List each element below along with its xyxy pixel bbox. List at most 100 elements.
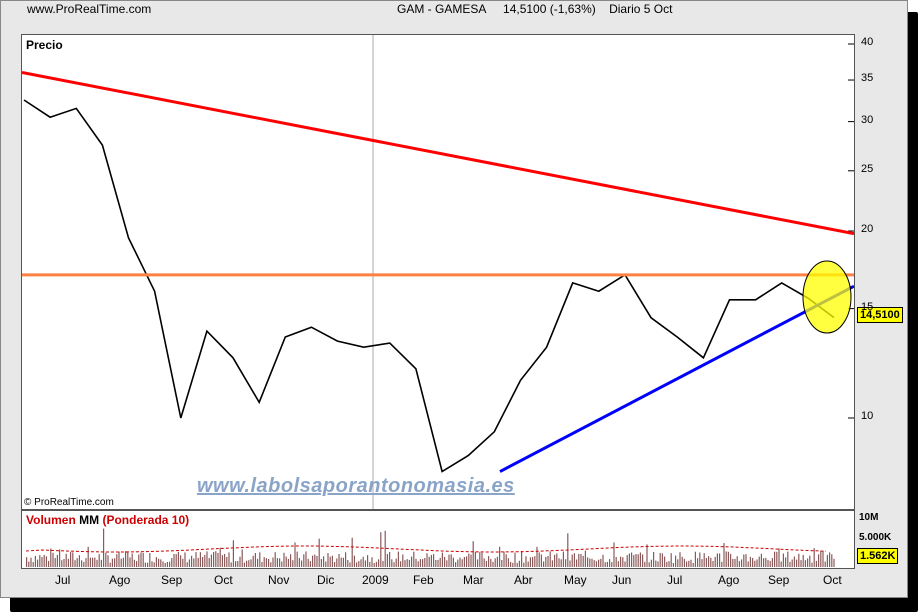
volume-bar bbox=[351, 537, 353, 567]
volume-bar bbox=[730, 553, 732, 567]
volume-bar bbox=[809, 555, 811, 567]
volume-bar bbox=[296, 551, 298, 567]
volume-bar bbox=[400, 561, 402, 567]
volume-bar bbox=[107, 555, 109, 567]
y-tick-label: 35 bbox=[861, 72, 874, 85]
volume-bar bbox=[204, 554, 206, 567]
volume-bar bbox=[340, 557, 342, 567]
volume-bar bbox=[380, 532, 382, 567]
volume-bar bbox=[96, 559, 98, 567]
chart-window: www.ProRealTime.com GAM - GAMESA 14,5100… bbox=[0, 0, 908, 598]
volume-bar bbox=[419, 559, 421, 567]
x-tick-label: Oct bbox=[823, 573, 842, 587]
volume-bar bbox=[547, 556, 549, 567]
volume-bar bbox=[461, 559, 463, 567]
volume-bar bbox=[30, 557, 32, 567]
volume-bar bbox=[259, 552, 261, 567]
volume-bar bbox=[305, 551, 307, 567]
volume-bar bbox=[362, 556, 364, 567]
volume-bar bbox=[523, 562, 525, 567]
volume-chart-svg: Volumen MM (Ponderada 10) bbox=[25, 513, 835, 567]
volume-bar bbox=[329, 556, 331, 567]
volume-bar bbox=[811, 562, 813, 567]
volume-bar bbox=[525, 556, 527, 567]
volume-bar bbox=[518, 560, 520, 567]
volume-bar bbox=[578, 554, 580, 567]
volume-bar bbox=[37, 559, 39, 567]
volume-bar bbox=[177, 551, 179, 567]
volume-bar bbox=[521, 551, 523, 567]
volume-bar bbox=[602, 554, 604, 567]
volume-bar bbox=[694, 551, 696, 567]
volume-bar bbox=[679, 552, 681, 567]
volume-bar bbox=[688, 560, 690, 567]
volume-bar bbox=[829, 552, 831, 567]
volume-bar bbox=[78, 555, 80, 567]
volume-bar bbox=[411, 556, 413, 567]
volume-bar bbox=[202, 557, 204, 567]
volume-bar bbox=[450, 554, 452, 567]
x-tick-label: Ago bbox=[718, 573, 740, 587]
volume-bar bbox=[424, 558, 426, 567]
volume-bar bbox=[325, 561, 327, 567]
volume-bar bbox=[45, 556, 47, 567]
volume-bar bbox=[668, 561, 670, 567]
x-tick-label: Ago bbox=[109, 573, 131, 587]
x-tick-label: Jul bbox=[667, 573, 683, 587]
watermark-link[interactable]: www.labolsaporantonomasia.es bbox=[197, 475, 515, 497]
volume-bar bbox=[675, 555, 677, 567]
x-tick-label: Oct bbox=[214, 573, 233, 587]
volume-bar bbox=[184, 552, 186, 567]
volume-bar bbox=[276, 558, 278, 567]
volume-bar bbox=[270, 562, 272, 567]
volume-bar bbox=[745, 554, 747, 567]
volume-bar bbox=[648, 562, 650, 567]
volume-bar bbox=[237, 561, 239, 567]
volume-bar bbox=[241, 549, 243, 567]
x-tick-label: Feb bbox=[413, 573, 434, 587]
volume-bar bbox=[65, 553, 67, 567]
volume-bar bbox=[444, 557, 446, 567]
volume-bar bbox=[633, 555, 635, 567]
volume-bar bbox=[580, 554, 582, 567]
volume-bar bbox=[697, 558, 699, 567]
volume-bar bbox=[488, 556, 490, 567]
x-tick-label: Jun bbox=[612, 573, 632, 587]
volume-bar bbox=[457, 559, 459, 567]
volume-bar bbox=[254, 553, 256, 567]
volume-bar bbox=[221, 555, 223, 567]
volume-bar bbox=[171, 558, 173, 567]
volume-bar bbox=[173, 553, 175, 567]
volume-bar bbox=[153, 562, 155, 567]
volume-bar bbox=[558, 558, 560, 567]
price-panel[interactable]: Precio © ProRealTime.com bbox=[21, 34, 855, 510]
volume-bar bbox=[681, 556, 683, 567]
volume-bar bbox=[114, 558, 116, 567]
volume-bar bbox=[496, 556, 498, 567]
volume-bar bbox=[540, 554, 542, 567]
volume-bar bbox=[734, 558, 736, 567]
volume-bar bbox=[463, 557, 465, 567]
volume-bar bbox=[657, 561, 659, 567]
volume-panel[interactable]: Volumen MM (Ponderada 10) bbox=[21, 510, 855, 569]
site-label[interactable]: www.ProRealTime.com bbox=[27, 2, 152, 16]
volume-bar bbox=[815, 560, 817, 567]
volume-bar bbox=[628, 553, 630, 567]
volume-moving-average bbox=[25, 545, 827, 553]
volume-bar bbox=[100, 559, 102, 567]
volume-bar bbox=[441, 552, 443, 567]
volume-bar bbox=[373, 563, 375, 567]
volume-bar bbox=[70, 551, 72, 567]
volume-bar bbox=[609, 559, 611, 567]
volume-bar bbox=[708, 556, 710, 567]
volume-tick-label: 10M bbox=[859, 512, 879, 523]
volume-bar bbox=[789, 561, 791, 567]
volume-bar bbox=[793, 556, 795, 567]
volume-bar bbox=[589, 558, 591, 567]
volume-bar bbox=[336, 558, 338, 567]
volume-bar bbox=[186, 562, 188, 567]
volume-bar bbox=[606, 561, 608, 567]
volume-bar bbox=[569, 560, 571, 567]
volume-bar bbox=[468, 553, 470, 567]
x-tick-label: Abr bbox=[514, 573, 533, 587]
